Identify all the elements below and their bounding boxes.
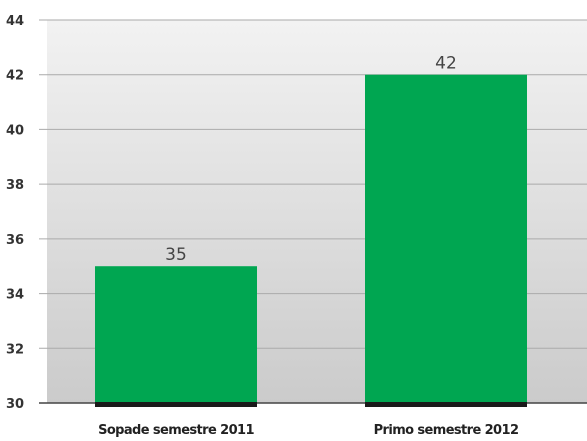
y-tick-label: 44	[6, 14, 24, 29]
data-label: 42	[435, 54, 457, 74]
x-category-label: Sopade semestre 2011	[98, 423, 254, 438]
y-tick-label: 42	[6, 69, 24, 84]
x-category-label: Primo semestre 2012	[374, 423, 519, 438]
data-label: 35	[165, 245, 187, 265]
x-axis-labels: Sopade semestre 2011 Primo semestre 2012	[98, 423, 519, 438]
y-tick-label: 36	[6, 233, 24, 248]
y-tick-label: 34	[6, 288, 24, 303]
y-tick-label: 38	[6, 178, 24, 193]
bar-base	[365, 402, 527, 407]
bar	[95, 266, 257, 403]
y-tick-label: 32	[6, 342, 24, 357]
bar	[365, 74, 527, 403]
y-tick-label: 30	[6, 397, 24, 412]
bar-base	[95, 402, 257, 407]
bars	[95, 74, 527, 407]
data-labels: 35 42	[165, 54, 457, 266]
y-tick-label: 40	[6, 123, 24, 138]
y-axis-ticks: 30 32 34 36 38 40 42 44	[6, 14, 24, 412]
